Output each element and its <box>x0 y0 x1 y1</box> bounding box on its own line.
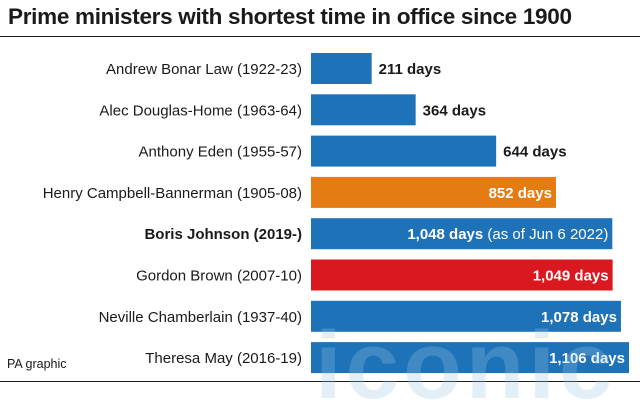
category-label: Theresa May (2016-19) <box>145 350 302 367</box>
bar <box>311 53 372 84</box>
value-label: 1,049 days <box>533 268 609 285</box>
title-divider <box>0 36 640 37</box>
category-label: Gordon Brown (2007-10) <box>136 268 302 285</box>
chart-title: Prime ministers with shortest time in of… <box>8 4 572 29</box>
bar <box>311 300 621 332</box>
category-label: Andrew Bonar Law (1922-23) <box>106 61 302 78</box>
bar <box>311 218 613 250</box>
value-label: 852 days <box>489 185 552 202</box>
value-label: 364 days <box>423 102 486 119</box>
value-label: 1,078 days <box>541 309 617 326</box>
category-label: Boris Johnson (2019-) <box>144 226 302 243</box>
value-label: 1,048 days (as of Jun 6 2022) <box>407 226 608 243</box>
value-label: 644 days <box>503 144 566 161</box>
bar <box>311 94 416 126</box>
value-label: 1,106 days <box>549 350 625 367</box>
value-label: 211 days <box>379 61 442 78</box>
footer-divider <box>0 381 640 382</box>
bar <box>311 176 556 208</box>
category-label: Neville Chamberlain (1937-40) <box>99 309 302 326</box>
category-label: Alec Douglas-Home (1963-64) <box>99 102 302 119</box>
bar-chart: Andrew Bonar Law (1922-23) 211 days Alec D… <box>43 53 629 374</box>
category-label: Henry Campbell-Bannerman (1905-08) <box>43 185 302 202</box>
source-credit: PA graphic <box>7 357 67 371</box>
bar <box>311 135 497 167</box>
bar <box>311 259 613 291</box>
bar <box>311 342 629 374</box>
category-label: Anthony Eden (1955-57) <box>139 144 302 161</box>
